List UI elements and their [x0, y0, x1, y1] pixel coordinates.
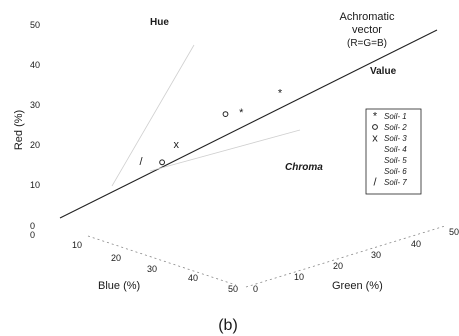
green-tick-0: 0 [253, 284, 258, 294]
red-axis: 50 40 30 20 10 0 Red (%) [13, 20, 40, 231]
legend-item-1: Soil- 1 [384, 112, 407, 121]
red-tick-20: 20 [30, 140, 40, 150]
legend-item-7: Soil- 7 [384, 178, 407, 187]
hue-label: Hue [150, 17, 169, 28]
legend-marker-3: x [372, 133, 378, 145]
blue-tick-20: 20 [111, 253, 121, 263]
figure-caption: (b) [218, 317, 238, 334]
legend-marker-7: / [373, 177, 377, 189]
green-tick-10: 10 [294, 272, 304, 282]
data-point-series-3-1: x [173, 139, 179, 151]
legend-item-5: Soil- 5 [384, 156, 407, 165]
achromatic-label: Achromatic [339, 11, 395, 23]
blue-tick-40: 40 [188, 273, 198, 283]
green-tick-50: 50 [449, 227, 459, 237]
red-axis-title: Red (%) [13, 110, 25, 150]
green-axis-title: Green (%) [332, 280, 383, 292]
blue-axis: 0 10 20 30 40 50 Blue (%) [30, 230, 238, 294]
chroma-line [149, 129, 301, 172]
red-tick-0: 0 [30, 221, 35, 231]
chroma-label: Chroma [285, 162, 323, 173]
green-tick-20: 20 [333, 261, 343, 271]
data-point-series-4-1: / [139, 156, 143, 168]
data-point-series-2-2 [159, 159, 166, 166]
legend: * Soil- 1 Soil- 2 x Soil- 3 Soil- 4 Soil- 5 Soi… [365, 108, 422, 195]
legend-item-2: Soil- 2 [384, 123, 407, 132]
green-tick-30: 30 [371, 250, 381, 260]
green-axis: 0 10 20 30 40 50 Green (%) [245, 225, 459, 294]
blue-tick-10: 10 [72, 240, 82, 250]
red-tick-40: 40 [30, 60, 40, 70]
value-label: Value [370, 66, 397, 77]
red-tick-10: 10 [30, 180, 40, 190]
blue-axis-title: Blue (%) [98, 280, 140, 292]
achromatic-vector-label: vector [352, 24, 382, 36]
legend-marker-1: * [373, 111, 378, 123]
achromatic-vector-line [59, 29, 438, 219]
red-tick-30: 30 [30, 100, 40, 110]
red-tick-50: 50 [30, 20, 40, 30]
legend-item-3: Soil- 3 [384, 134, 407, 143]
data-point-series-1-1: * [278, 88, 283, 100]
legend-box [365, 108, 422, 195]
legend-item-4: Soil- 4 [384, 145, 407, 154]
data-point-series-1-2: * [239, 107, 244, 119]
green-tick-40: 40 [411, 239, 421, 249]
blue-tick-30: 30 [147, 264, 157, 274]
legend-item-6: Soil- 6 [384, 167, 407, 176]
data-points: * * x / [139, 88, 282, 168]
achromatic-equation-label: (R=G=B) [347, 38, 387, 49]
legend-marker-2 [372, 124, 378, 130]
data-point-series-2-1 [222, 111, 229, 117]
blue-tick-50: 50 [228, 284, 238, 294]
hue-line [111, 44, 195, 187]
blue-tick-0: 0 [30, 230, 35, 240]
